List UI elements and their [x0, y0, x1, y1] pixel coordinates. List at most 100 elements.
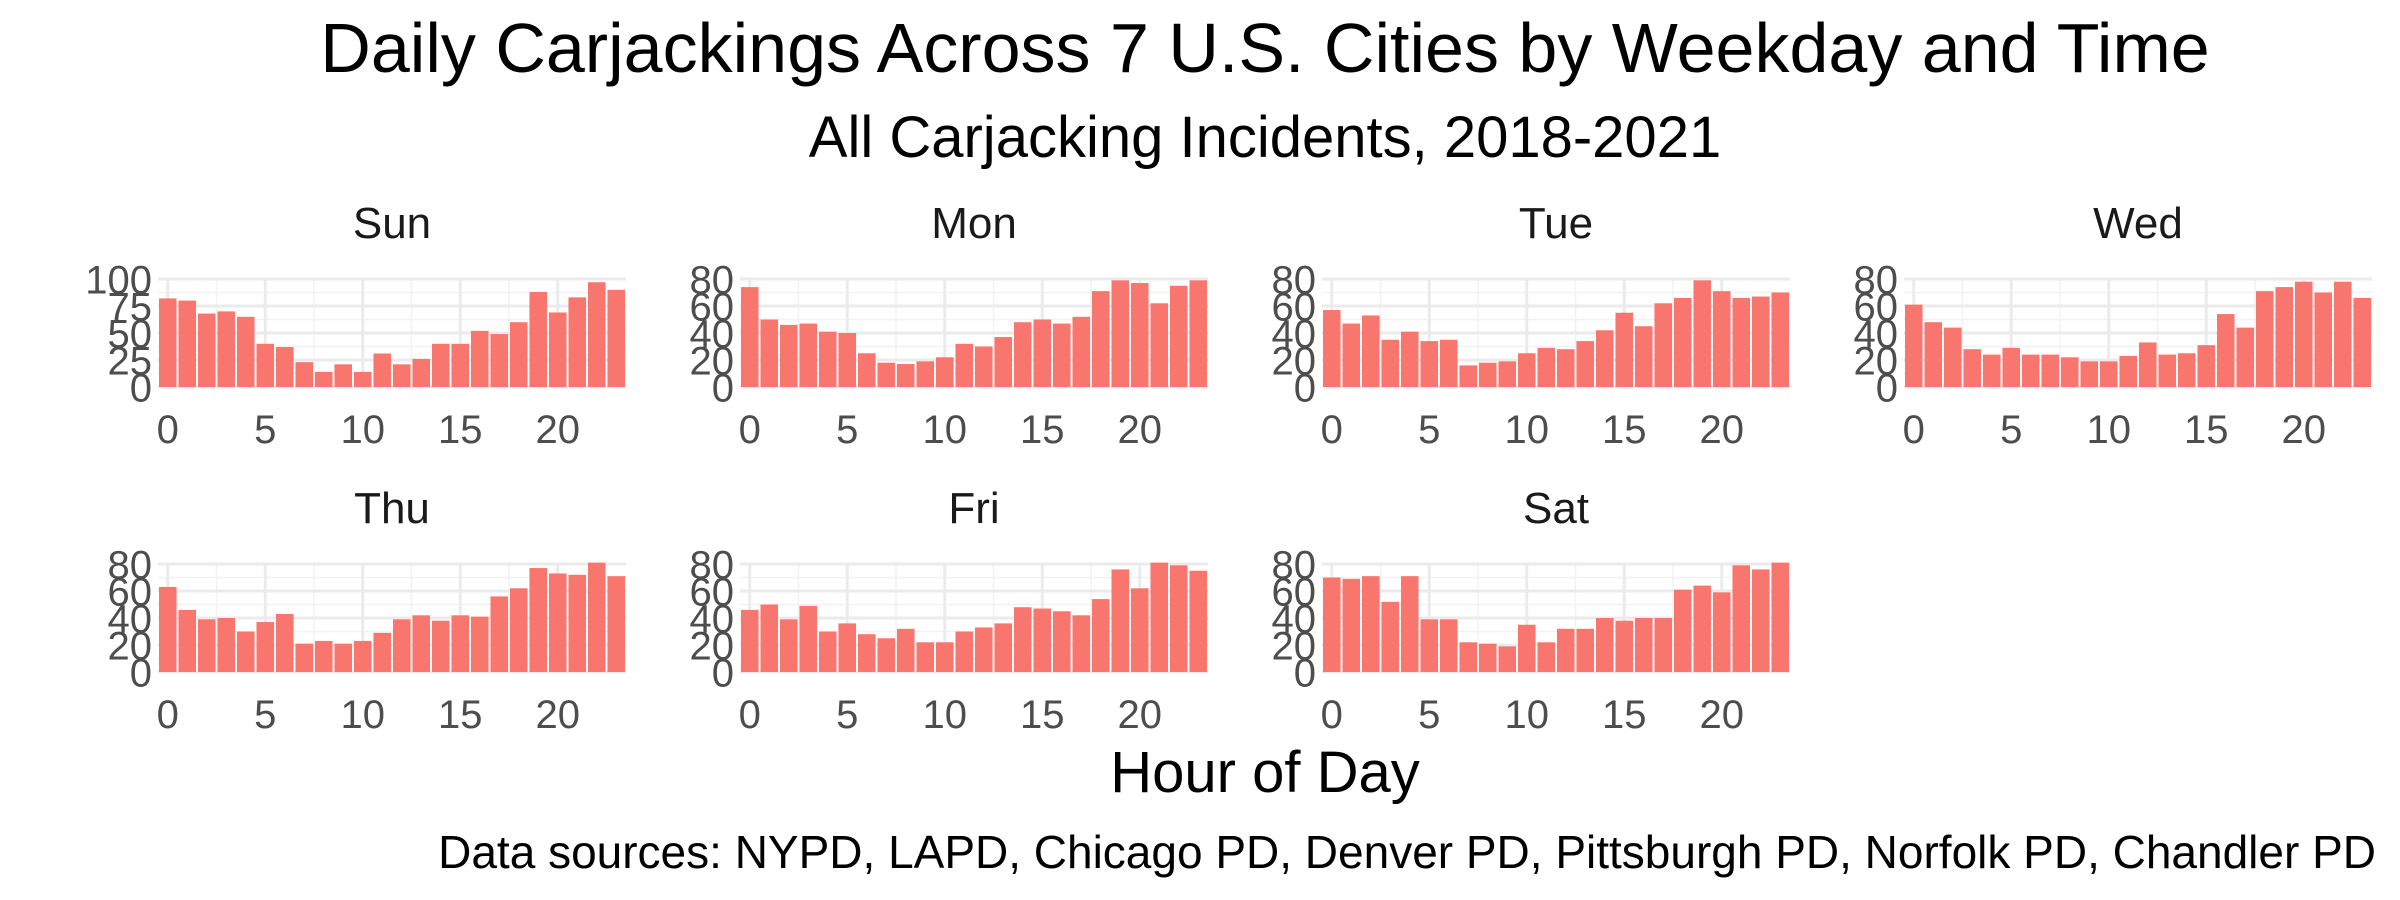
y-tick-label: 40	[1272, 312, 1317, 356]
bar	[334, 643, 353, 672]
bar	[740, 287, 759, 387]
bar	[1712, 592, 1731, 672]
bar	[799, 605, 818, 672]
bar	[607, 289, 626, 387]
bar	[1615, 620, 1634, 672]
bar	[509, 588, 528, 672]
bar	[373, 632, 392, 672]
x-tick-label: 5	[254, 693, 276, 737]
bar	[197, 619, 216, 672]
bar	[1342, 323, 1361, 387]
bar	[1420, 341, 1439, 387]
bar	[1091, 599, 1110, 672]
bar	[740, 609, 759, 672]
x-tick-label: 5	[1418, 693, 1440, 737]
bar	[1556, 628, 1575, 672]
bar	[548, 573, 567, 672]
bar	[1381, 601, 1400, 672]
facet-label: Tue	[1519, 199, 1593, 248]
bar	[2294, 281, 2313, 387]
bar	[587, 562, 606, 672]
facet-label: Mon	[931, 199, 1017, 248]
y-tick-label: 20	[1854, 339, 1899, 383]
bar	[1111, 280, 1130, 387]
bar	[799, 323, 818, 387]
bar	[1013, 607, 1032, 672]
bar	[217, 311, 236, 387]
facet-label: Thu	[354, 484, 430, 533]
bar	[2197, 345, 2216, 387]
x-tick-label: 5	[254, 408, 276, 452]
bar	[916, 642, 935, 672]
bar	[1654, 303, 1673, 387]
bar	[2099, 361, 2118, 387]
bar	[1537, 347, 1556, 387]
bar	[1322, 310, 1341, 387]
bar	[353, 371, 372, 387]
bar	[1517, 353, 1536, 387]
bar	[1033, 319, 1052, 387]
x-tick-label: 15	[1020, 693, 1065, 737]
bar	[295, 362, 314, 387]
bar	[896, 628, 915, 672]
bar	[2119, 355, 2138, 387]
bar	[1943, 327, 1962, 387]
bar	[1322, 577, 1341, 672]
x-axis-label: Hour of Day	[1110, 740, 1419, 805]
x-tick-label: 10	[1505, 408, 1550, 452]
bar	[353, 640, 372, 672]
bar	[1498, 646, 1517, 672]
bar	[509, 322, 528, 387]
bar	[256, 343, 275, 387]
y-tick-label: 40	[108, 597, 153, 641]
bar	[935, 642, 954, 672]
bar	[158, 298, 177, 387]
bar	[2002, 347, 2021, 387]
bar	[470, 330, 489, 387]
bar	[2021, 354, 2040, 387]
bar	[1478, 362, 1497, 387]
bar	[529, 568, 548, 672]
x-tick-label: 20	[1700, 408, 1745, 452]
facet-label: Wed	[2093, 199, 2183, 248]
bar	[490, 596, 509, 672]
bar	[1381, 339, 1400, 387]
bar	[2216, 314, 2235, 387]
bar	[1712, 291, 1731, 387]
bar	[1072, 316, 1091, 387]
bar	[1673, 297, 1692, 387]
bar	[1361, 315, 1380, 387]
x-tick-label: 5	[836, 693, 858, 737]
y-tick-label: 75	[108, 285, 153, 329]
bar	[1771, 292, 1790, 387]
bar	[877, 638, 896, 672]
bar	[412, 358, 431, 387]
x-tick-label: 15	[438, 408, 483, 452]
facet-label: Sun	[353, 199, 431, 248]
bar	[197, 313, 216, 387]
bar	[1013, 322, 1032, 387]
x-tick-label: 20	[2282, 408, 2327, 452]
y-tick-label: 25	[108, 339, 153, 383]
bar	[1615, 312, 1634, 387]
facet-label: Fri	[948, 484, 999, 533]
y-tick-label: 20	[690, 339, 735, 383]
y-tick-label: 80	[1272, 258, 1317, 302]
bar	[1420, 619, 1439, 672]
y-tick-label: 80	[690, 258, 735, 302]
y-tick-label: 40	[690, 597, 735, 641]
x-tick-label: 10	[341, 693, 386, 737]
bar	[1673, 589, 1692, 672]
bar	[1130, 588, 1149, 672]
y-tick-label: 60	[1854, 285, 1899, 329]
bar	[275, 347, 294, 387]
y-tick-label: 60	[108, 570, 153, 614]
bar	[1091, 291, 1110, 387]
